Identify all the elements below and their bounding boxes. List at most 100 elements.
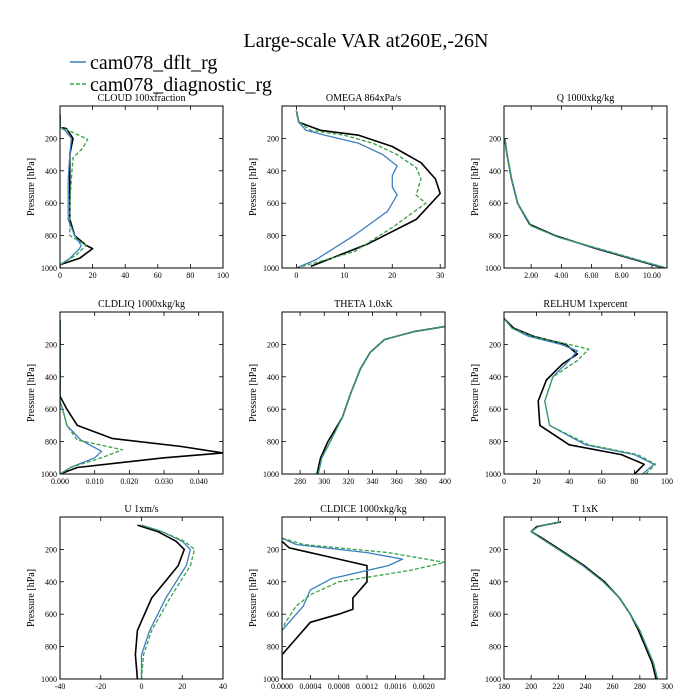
- series-group: [295, 110, 442, 268]
- y-tick-label: 1000: [41, 675, 57, 684]
- x-tick-label: 80: [630, 477, 638, 486]
- panel-title: CLDICE 1000xkg/kg: [320, 504, 406, 515]
- y-tick-label: 400: [489, 373, 501, 382]
- x-tick-label: 2.00: [524, 271, 538, 280]
- x-tick-label: 0: [58, 271, 62, 280]
- y-tick-label: 600: [45, 405, 57, 414]
- series-line-1: [60, 320, 124, 474]
- y-tick-label: 400: [45, 373, 57, 382]
- y-axis-label: Pressure [hPa]: [470, 364, 481, 422]
- y-tick-label: 200: [45, 340, 57, 349]
- x-tick-label: 10: [340, 271, 348, 280]
- x-tick-label: 180: [498, 682, 510, 691]
- panel-title: Q 1000xkg/kg: [557, 93, 615, 104]
- y-tick-label: 400: [45, 167, 57, 176]
- series-line-0: [504, 318, 655, 474]
- x-tick-label: 20: [178, 682, 186, 691]
- y-axis-label: Pressure [hPa]: [470, 569, 481, 627]
- x-tick-label: 80: [186, 271, 194, 280]
- series-line-1: [504, 138, 667, 268]
- series-line-0: [504, 138, 666, 268]
- y-axis-label: Pressure [hPa]: [248, 569, 259, 627]
- x-tick-label: 400: [439, 477, 451, 486]
- series-line-2: [60, 114, 94, 268]
- series-line-1: [530, 521, 659, 679]
- x-tick-label: 260: [607, 682, 619, 691]
- series-line-2: [530, 521, 657, 679]
- figure-title: Large-scale VAR at260E,-26N: [244, 30, 489, 52]
- panel-title: OMEGA 864xPa/s: [326, 93, 401, 104]
- x-tick-label: 0: [502, 477, 506, 486]
- x-tick-label: -20: [95, 682, 106, 691]
- x-tick-label: 6.00: [585, 271, 599, 280]
- x-tick-label: 280: [294, 477, 306, 486]
- y-tick-label: 600: [45, 610, 57, 619]
- x-tick-label: 0.0016: [384, 682, 406, 691]
- y-axis-label: Pressure [hPa]: [248, 364, 259, 422]
- panel-title: CLOUD 100xfraction: [97, 93, 185, 104]
- x-tick-label: 10.00: [643, 271, 661, 280]
- y-axis-label: Pressure [hPa]: [26, 158, 37, 216]
- x-tick-label: 40: [121, 271, 129, 280]
- y-tick-label: 600: [267, 199, 279, 208]
- legend: cam078_dflt_rg cam078_diagnostic_rg: [70, 52, 272, 96]
- y-tick-label: 1000: [263, 675, 279, 684]
- series-line-2: [134, 524, 186, 679]
- series-line-1: [282, 537, 445, 679]
- plot-frame: [59, 516, 224, 680]
- panel-title: RELHUM 1xpercent: [543, 299, 627, 310]
- y-tick-label: 1000: [485, 470, 501, 479]
- x-tick-label: 0.000: [51, 477, 69, 486]
- plot-frame: [281, 105, 446, 269]
- x-tick-label: 0.0020: [413, 682, 435, 691]
- series-line-2: [504, 317, 646, 474]
- series-group: [504, 317, 657, 474]
- x-tick-label: 0: [140, 682, 144, 691]
- panel-4: THETA 1.0xK Pressure [hPa] 200 400 600 800 100…: [248, 299, 451, 486]
- x-tick-label: 30: [436, 271, 444, 280]
- series-line-2: [295, 110, 442, 268]
- plot-frame: [281, 516, 446, 680]
- x-tick-label: 0.030: [155, 477, 173, 486]
- series-group: [134, 524, 196, 679]
- x-tick-label: 280: [634, 682, 646, 691]
- series-line-0: [60, 114, 82, 268]
- series-group: [60, 114, 94, 268]
- y-tick-label: 200: [45, 545, 57, 554]
- x-tick-label: 0: [294, 271, 298, 280]
- y-tick-label: 800: [489, 643, 501, 652]
- y-tick-label: 800: [489, 438, 501, 447]
- x-tick-label: 240: [580, 682, 592, 691]
- y-tick-label: 400: [45, 578, 57, 587]
- panel-2: Q 1000xkg/kg Pressure [hPa] 200 400 600 800 10…: [470, 93, 668, 280]
- panel-title: U 1xm/s: [124, 504, 158, 515]
- panel-title: T 1xK: [573, 504, 599, 515]
- y-tick-label: 400: [267, 167, 279, 176]
- plot-frame: [503, 311, 668, 475]
- y-tick-label: 200: [267, 134, 279, 143]
- x-tick-label: 0.0004: [299, 682, 321, 691]
- series-line-2: [282, 540, 368, 679]
- y-tick-label: 200: [45, 134, 57, 143]
- y-tick-label: 1000: [263, 470, 279, 479]
- panel-3: CLDLIQ 1000xkg/kg Pressure [hPa] 200 400 600…: [26, 299, 224, 486]
- series-group: [530, 521, 659, 679]
- y-tick-label: 600: [489, 405, 501, 414]
- x-tick-label: 0.0008: [328, 682, 350, 691]
- series-line-1: [140, 524, 196, 679]
- x-tick-label: 0.0012: [356, 682, 378, 691]
- series-line-0: [282, 537, 404, 679]
- plot-frame: [503, 516, 668, 680]
- y-tick-label: 400: [489, 578, 501, 587]
- x-tick-label: 0.010: [86, 477, 104, 486]
- y-tick-label: 600: [489, 610, 501, 619]
- y-tick-label: 1000: [485, 675, 501, 684]
- x-tick-label: -40: [55, 682, 66, 691]
- y-tick-label: 400: [489, 167, 501, 176]
- y-tick-label: 600: [45, 199, 57, 208]
- y-axis-label: Pressure [hPa]: [248, 158, 259, 216]
- series-group: [282, 537, 445, 679]
- series-line-0: [140, 524, 192, 679]
